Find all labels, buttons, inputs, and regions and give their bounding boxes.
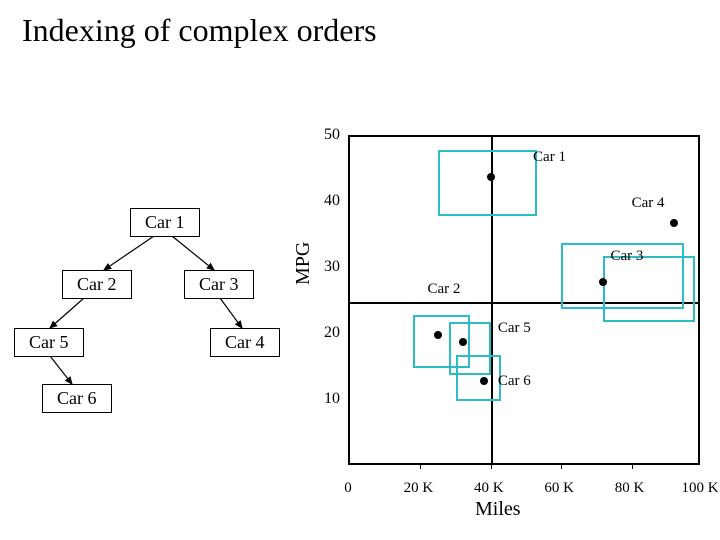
tree-edge [104,236,154,270]
data-point [487,173,495,181]
region-box [603,256,695,322]
data-point [459,338,467,346]
region-box [438,150,537,216]
tree-diagram: Car 1 Car 2 Car 3 Car 5 Car 4 Car 6 [14,208,306,418]
y-tick: 40 [324,192,340,210]
chart: MPG Miles Car 1Car 4Car 3Car 2Car 5Car 6… [310,135,710,515]
tree-edge [172,236,214,270]
data-point-label: Car 6 [498,373,531,390]
x-tick: 40 K [474,480,504,497]
x-tick-mark [632,463,633,469]
y-tick: 50 [324,126,340,144]
data-point-label: Car 3 [610,248,643,265]
x-tick: 0 [344,480,352,497]
data-point-label: Car 1 [533,149,566,166]
data-point-label: Car 5 [498,320,531,337]
data-point [480,377,488,385]
page-title: Indexing of complex orders [22,12,377,49]
tree-node: Car 1 [130,208,200,237]
plot-area: Car 1 Car 4 Car 3 Car 2 Car 5 Car 6 [348,135,700,465]
y-tick: 20 [324,324,340,342]
x-axis-label: Miles [475,498,521,521]
x-tick: 20 K [404,480,434,497]
tree-edge [220,298,242,328]
data-point [599,278,607,286]
x-tick: 60 K [544,480,574,497]
data-point-label: Car 4 [632,195,665,212]
tree-node: Car 3 [184,270,254,299]
tree-edge [50,356,72,384]
tree-node: Car 4 [210,328,280,357]
tree-node: Car 5 [14,328,84,357]
x-tick-mark [561,463,562,469]
x-tick-mark [491,463,492,469]
region-box [456,355,502,401]
data-point-label: Car 2 [427,281,460,298]
tree-node: Car 2 [62,270,132,299]
tree-node: Car 6 [42,384,112,413]
y-axis-label: MPG [292,242,315,285]
data-point [670,219,678,227]
x-tick-mark [420,463,421,469]
x-tick: 80 K [615,480,645,497]
tree-edge [50,298,84,328]
data-point [434,331,442,339]
x-tick: 100 K [681,480,718,497]
y-tick: 30 [324,258,340,276]
y-tick: 10 [324,390,340,408]
